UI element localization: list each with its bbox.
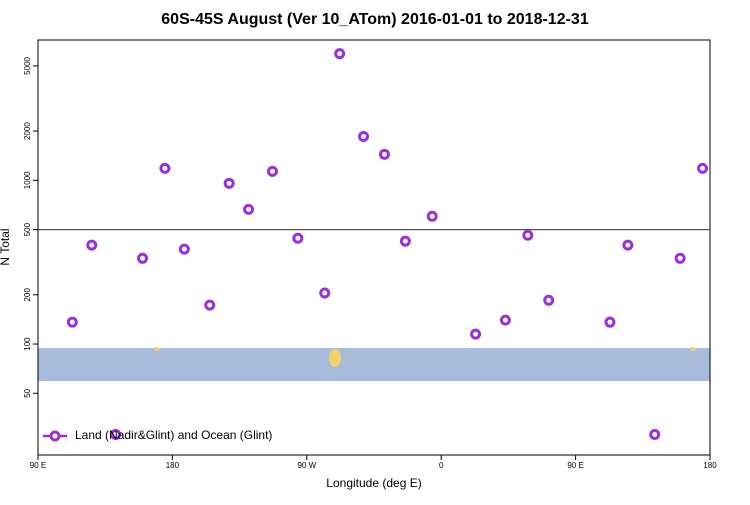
- point: [399, 235, 411, 247]
- y-axis-label: N Total: [0, 228, 12, 265]
- point: [178, 243, 190, 255]
- point: [334, 48, 346, 60]
- x-tick-label: 180: [166, 461, 180, 470]
- point: [292, 232, 304, 244]
- point: [426, 210, 438, 222]
- ocean-band: [38, 348, 710, 381]
- land-patch: [690, 347, 696, 351]
- chart-title: 60S-45S August (Ver 10_ATom) 2016-01-01 …: [161, 11, 589, 28]
- point: [204, 299, 216, 311]
- point: [223, 177, 235, 189]
- y-tick-label: 50: [23, 388, 32, 397]
- point: [697, 162, 709, 174]
- x-tick-label: 90 E: [30, 461, 46, 470]
- land-patch: [154, 347, 160, 351]
- point: [674, 252, 686, 264]
- point: [137, 252, 149, 264]
- point: [86, 239, 98, 251]
- point: [604, 316, 616, 328]
- point: [266, 165, 278, 177]
- legend-marker: [49, 430, 61, 442]
- y-tick-label: 5000: [23, 56, 32, 74]
- x-tick-label: 0: [439, 461, 444, 470]
- x-tick-label: 90 E: [567, 461, 583, 470]
- plot-frame: [37, 39, 711, 456]
- point: [649, 429, 661, 441]
- x-tick-label: 90 W: [297, 461, 316, 470]
- y-tick-label: 100: [23, 337, 32, 351]
- legend-label: Land (Nadir&Glint) and Ocean (Glint): [75, 428, 272, 442]
- point: [543, 294, 555, 306]
- point: [622, 239, 634, 251]
- point: [319, 287, 331, 299]
- point: [378, 148, 390, 160]
- point: [66, 316, 78, 328]
- point: [110, 429, 122, 441]
- point: [470, 328, 482, 340]
- point: [499, 314, 511, 326]
- point: [522, 229, 534, 241]
- y-tick-label: 1000: [23, 171, 32, 189]
- point: [243, 203, 255, 215]
- x-axis-label: Longitude (deg E): [326, 476, 421, 490]
- y-tick-label: 2000: [23, 122, 32, 140]
- land-patch: [329, 349, 341, 367]
- y-tick-label: 200: [23, 288, 32, 302]
- y-tick-label: 500: [23, 222, 32, 236]
- point: [159, 162, 171, 174]
- x-tick-label: 180: [703, 461, 717, 470]
- point: [358, 130, 370, 142]
